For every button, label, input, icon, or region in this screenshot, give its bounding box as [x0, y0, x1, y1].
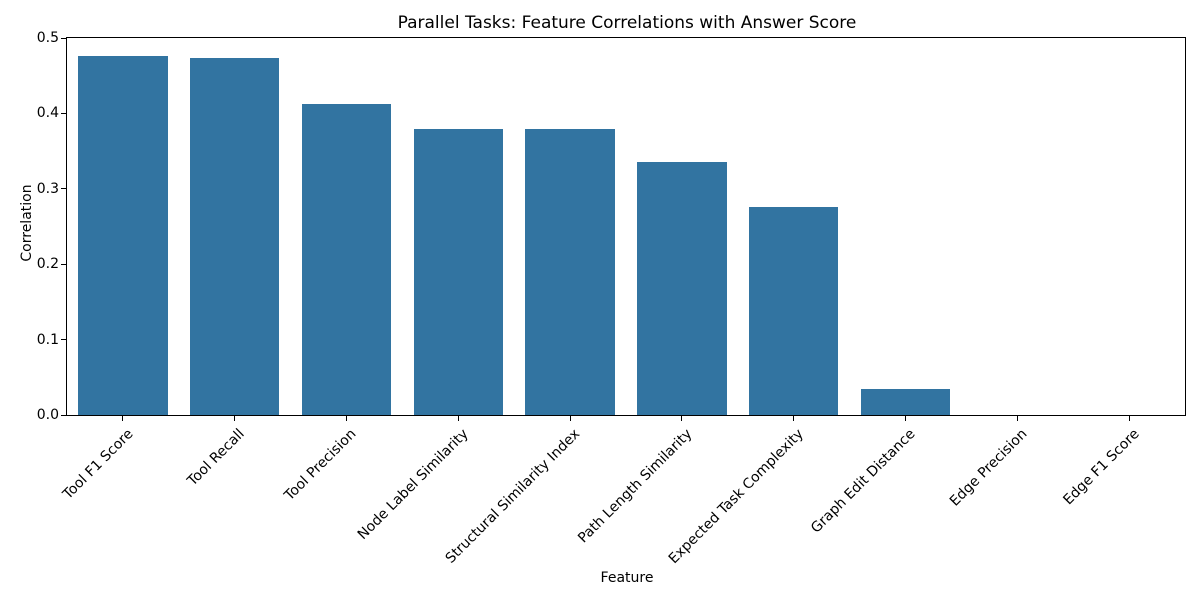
x-tick-mark — [346, 416, 347, 421]
x-tick-label-tool-recall: Tool Recall — [184, 426, 249, 490]
bar-structural-similarity-index — [525, 129, 615, 415]
y-tick-label: 0.0 — [36, 407, 59, 423]
y-tick-mark — [61, 188, 66, 190]
x-tick-mark — [793, 416, 795, 421]
x-tick-mark — [905, 416, 906, 421]
bar-node-label-similarity — [413, 129, 504, 415]
x-tick-mark — [1016, 416, 1018, 421]
y-tick-label: 0.1 — [36, 331, 59, 348]
y-tick-label: 0.2 — [36, 256, 59, 273]
x-tick-label-expected-task-complexity: Expected Task Complexity — [665, 426, 808, 568]
x-tick-mark — [122, 416, 124, 421]
x-tick-label-graph-edit-distance: Graph Edit Distance — [808, 426, 919, 537]
x-tick-mark — [457, 416, 459, 421]
x-tick-label-path-length-similarity: Path Length Similarity — [574, 426, 696, 547]
x-tick-label-edge-precision: Edge Precision — [947, 426, 1031, 510]
y-tick-mark — [61, 112, 66, 114]
bar-graph-edit-distance — [860, 389, 951, 415]
x-tick-label-tool-f1-score: Tool F1 Score — [59, 426, 137, 503]
x-tick-label-tool-precision: Tool Precision — [281, 426, 360, 504]
bar-expected-task-complexity — [748, 206, 839, 415]
x-tick-mark — [681, 416, 683, 421]
y-tick-mark — [61, 37, 66, 39]
chart-title: Parallel Tasks: Feature Correlations wit… — [397, 13, 857, 33]
x-axis-label: Feature — [600, 570, 654, 586]
x-tick-mark — [569, 416, 571, 421]
y-tick-mark — [61, 263, 66, 265]
bar-path-length-similarity — [637, 162, 727, 415]
bar-tool-recall — [189, 58, 280, 415]
y-tick-label: 0.3 — [36, 180, 59, 197]
x-tick-label-edge-f1-score: Edge F1 Score — [1060, 426, 1143, 509]
y-tick-mark — [61, 414, 66, 416]
x-tick-mark — [234, 416, 236, 421]
plot-area — [66, 37, 1186, 416]
x-tick-mark — [1128, 416, 1130, 421]
x-tick-label-node-label-similarity: Node Label Similarity — [354, 426, 472, 543]
bar-tool-precision — [301, 103, 392, 415]
y-tick-mark — [61, 339, 66, 341]
x-tick-label-structural-similarity-index: Structural Similarity Index — [442, 426, 584, 567]
y-tick-label: 0.5 — [36, 30, 59, 46]
bar-tool-f1-score — [78, 56, 168, 415]
y-tick-label: 0.4 — [36, 105, 59, 122]
